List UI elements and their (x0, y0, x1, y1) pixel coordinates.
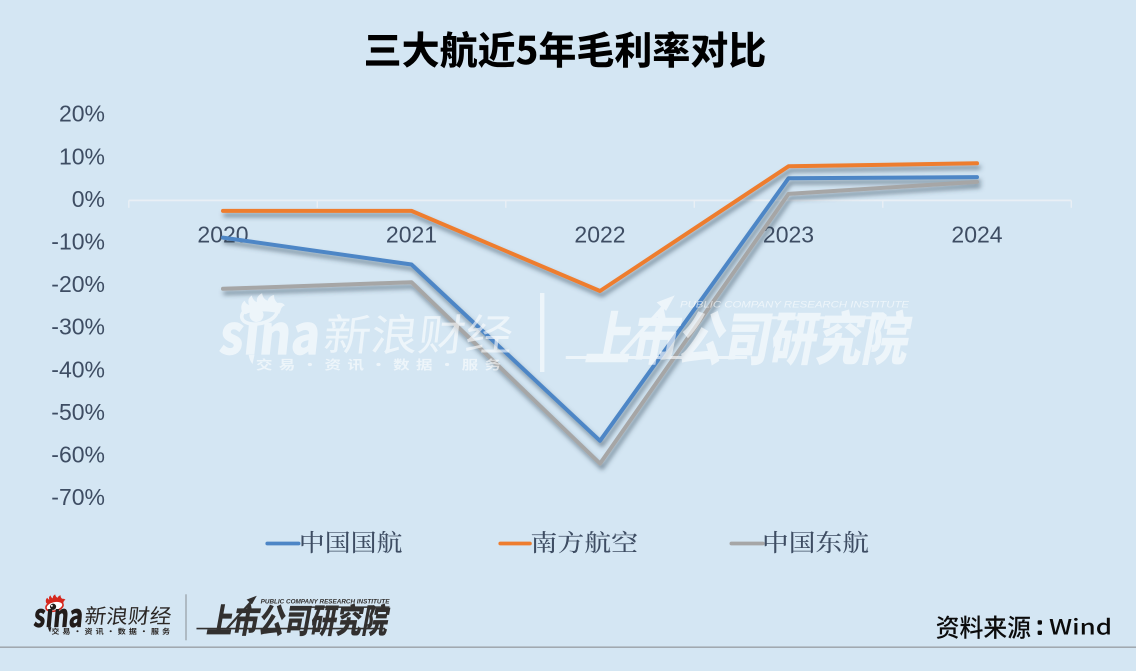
svg-text:0%: 0% (72, 186, 105, 212)
svg-text:PUBLIC COMPANY RESEARCH INSTIT: PUBLIC COMPANY RESEARCH INSTITUTE (680, 300, 910, 310)
svg-text:2020: 2020 (197, 222, 248, 248)
svg-text:-40%: -40% (51, 356, 105, 382)
svg-text:2022: 2022 (574, 222, 625, 248)
svg-text:-30%: -30% (51, 314, 105, 340)
svg-text:-70%: -70% (51, 484, 105, 510)
svg-text:-10%: -10% (51, 229, 105, 255)
svg-text:10%: 10% (59, 143, 105, 169)
svg-text:2023: 2023 (763, 222, 814, 248)
svg-text:2021: 2021 (386, 222, 437, 248)
svg-text:-60%: -60% (51, 442, 105, 468)
svg-text:2024: 2024 (951, 222, 1002, 248)
svg-text:PUBLIC COMPANY RESEARCH INSTIT: PUBLIC COMPANY RESEARCH INSTITUTE (261, 599, 391, 606)
svg-text:-20%: -20% (51, 271, 105, 297)
svg-text:20%: 20% (59, 101, 105, 127)
svg-text:-50%: -50% (51, 399, 105, 425)
